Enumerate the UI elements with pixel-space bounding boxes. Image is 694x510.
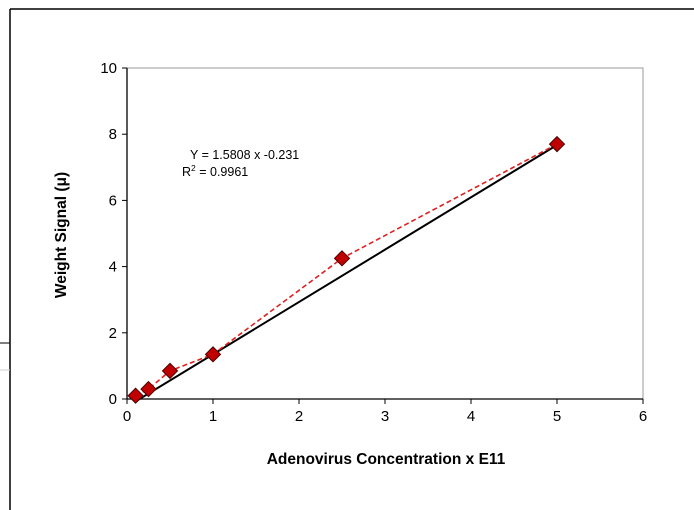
r-squared-letter: R [182,165,191,179]
x-tick-label: 4 [467,408,475,425]
data-point-marker [140,380,157,398]
y-axis-ticks: 0 2 4 6 8 10 [100,60,127,408]
y-tick-label: 10 [100,60,117,77]
x-tick-label: 6 [639,408,647,425]
linear-trendline [135,144,558,403]
data-point-marker [333,250,351,267]
x-tick-label: 5 [553,408,561,425]
y-tick-label: 8 [109,126,117,143]
x-tick-label: 1 [209,408,217,425]
r-squared-value: = 0.9961 [196,165,249,179]
data-point-marker [204,346,222,363]
x-tick-label: 3 [381,408,389,425]
x-axis-ticks: 0 1 2 3 4 5 6 [123,399,647,425]
series-layer [127,135,566,404]
x-tick-label: 0 [123,408,131,425]
r-squared-exponent: 2 [191,163,196,173]
y-tick-label: 0 [109,391,117,408]
y-tick-label: 4 [109,259,117,276]
axes [126,68,643,400]
trendline-equation: Y = 1.5808 x -0.231 [190,148,299,162]
x-axis-title: Adenovirus Concentration x E11 [267,451,506,468]
data-point-marker [161,362,179,380]
y-tick-label: 2 [109,325,117,342]
data-point-marker [127,387,144,404]
plot-area [126,67,644,400]
r-squared-label: R2 = 0.9961 [182,163,248,179]
x-tick-label: 2 [295,408,303,425]
y-axis-title: Weight Signal (μ) [53,172,70,298]
y-tick-label: 6 [109,192,117,209]
series-connector-line [135,143,558,397]
data-point-marker [548,135,566,153]
